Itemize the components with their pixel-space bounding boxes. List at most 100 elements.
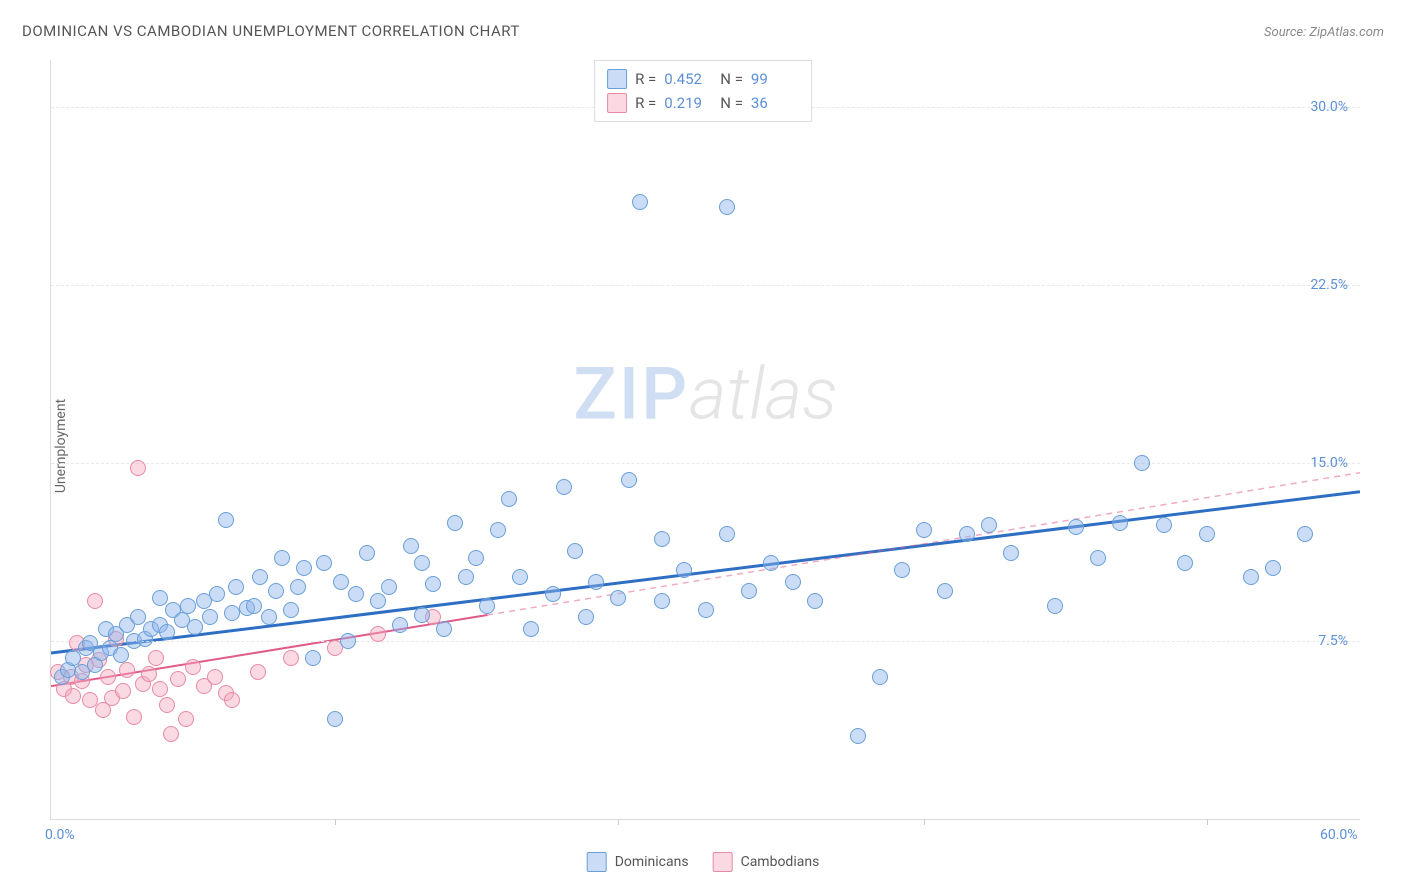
dominicans-point [654,593,670,609]
watermark-zip: ZIP [573,351,689,436]
cambodians-point [283,650,299,666]
dominicans-point [1156,517,1172,533]
r-label: R = [635,94,656,112]
dominicans-point [274,550,290,566]
gridline [51,285,1360,286]
watermark-atlas: atlas [689,351,837,436]
cambodians-point [178,711,194,727]
cambodians-point [170,671,186,687]
legend-item-dominicans: Dominicans [587,852,689,872]
cambodians-point [126,709,142,725]
cambodians-point [370,626,386,642]
n-label: N = [720,94,743,112]
series-legend: Dominicans Cambodians [587,852,820,872]
cambodians-swatch [607,93,627,113]
x-tick-label: 0.0% [45,827,75,843]
dominicans-point [959,526,975,542]
dominicans-point [468,550,484,566]
dominicans-point [588,574,604,590]
dominicans-point [403,538,419,554]
cambodians-point [152,681,168,697]
dominicans-label: Dominicans [615,854,689,870]
dominicans-point [218,512,234,528]
cambodians-point [163,726,179,742]
y-tick-label: 7.5% [1318,633,1348,649]
dominicans-point [763,555,779,571]
dominicans-point [676,562,692,578]
dominicans-point [567,543,583,559]
dominicans-point [894,562,910,578]
dominicans-point [327,711,343,727]
cambodians-label: Cambodians [741,854,820,870]
dominicans-point [1199,526,1215,542]
dominicans-point [296,560,312,576]
x-tick-mark [1207,819,1208,825]
dominicans-point [545,586,561,602]
dominicans-point [370,593,386,609]
dominicans-point [1047,598,1063,614]
y-tick-label: 22.5% [1310,277,1348,293]
dominicans-point [340,633,356,649]
dominicans-n-value: 99 [751,70,799,88]
cambodians-point [65,688,81,704]
y-tick-label: 15.0% [1310,455,1348,471]
n-label: N = [720,70,743,88]
dominicans-point [850,728,866,744]
cambodians-point [250,664,266,680]
dominicans-point [578,609,594,625]
dominicans-point [316,555,332,571]
dominicans-point [268,583,284,599]
y-tick-label: 30.0% [1310,99,1348,115]
dominicans-point [436,621,452,637]
dominicans-point [785,574,801,590]
x-tick-mark [924,819,925,825]
stats-row-dominicans: R = 0.452 N = 99 [607,67,799,91]
cambodians-point [87,593,103,609]
dominicans-point [807,593,823,609]
dominicans-point [224,605,240,621]
dominicans-point [246,598,262,614]
dominicans-point [202,609,218,625]
dominicans-point [458,569,474,585]
dominicans-swatch [607,69,627,89]
dominicans-point [1003,545,1019,561]
dominicans-point [872,669,888,685]
dominicans-point [414,607,430,623]
dominicans-point [359,545,375,561]
cambodians-n-value: 36 [751,94,799,112]
cambodians-point [207,669,223,685]
dominicans-point [556,479,572,495]
cambodians-point [159,697,175,713]
cambodians-swatch [713,852,733,872]
cambodians-point [224,692,240,708]
cambodians-point [100,669,116,685]
gridline [51,641,1360,642]
dominicans-point [228,579,244,595]
dominicans-point [180,598,196,614]
dominicans-point [209,586,225,602]
dominicans-point [1265,560,1281,576]
dominicans-point [447,515,463,531]
dominicans-point [348,586,364,602]
dominicans-point [719,526,735,542]
cambodians-point [115,683,131,699]
dominicans-point [1112,515,1128,531]
dominicans-point [159,624,175,640]
watermark: ZIPatlas [573,351,837,436]
dominicans-point [1297,526,1313,542]
dominicans-swatch [587,852,607,872]
dominicans-point [698,602,714,618]
dominicans-r-value: 0.452 [664,70,712,88]
source-label: Source: ZipAtlas.com [1264,25,1384,40]
dominicans-point [187,619,203,635]
cambodians-point [148,650,164,666]
dominicans-point [654,531,670,547]
dominicans-point [261,609,277,625]
dominicans-point [1068,519,1084,535]
dominicans-point [425,576,441,592]
stats-row-cambodians: R = 0.219 N = 36 [607,91,799,115]
dominicans-point [113,647,129,663]
dominicans-point [479,598,495,614]
cambodians-point [185,659,201,675]
x-tick-mark [335,819,336,825]
